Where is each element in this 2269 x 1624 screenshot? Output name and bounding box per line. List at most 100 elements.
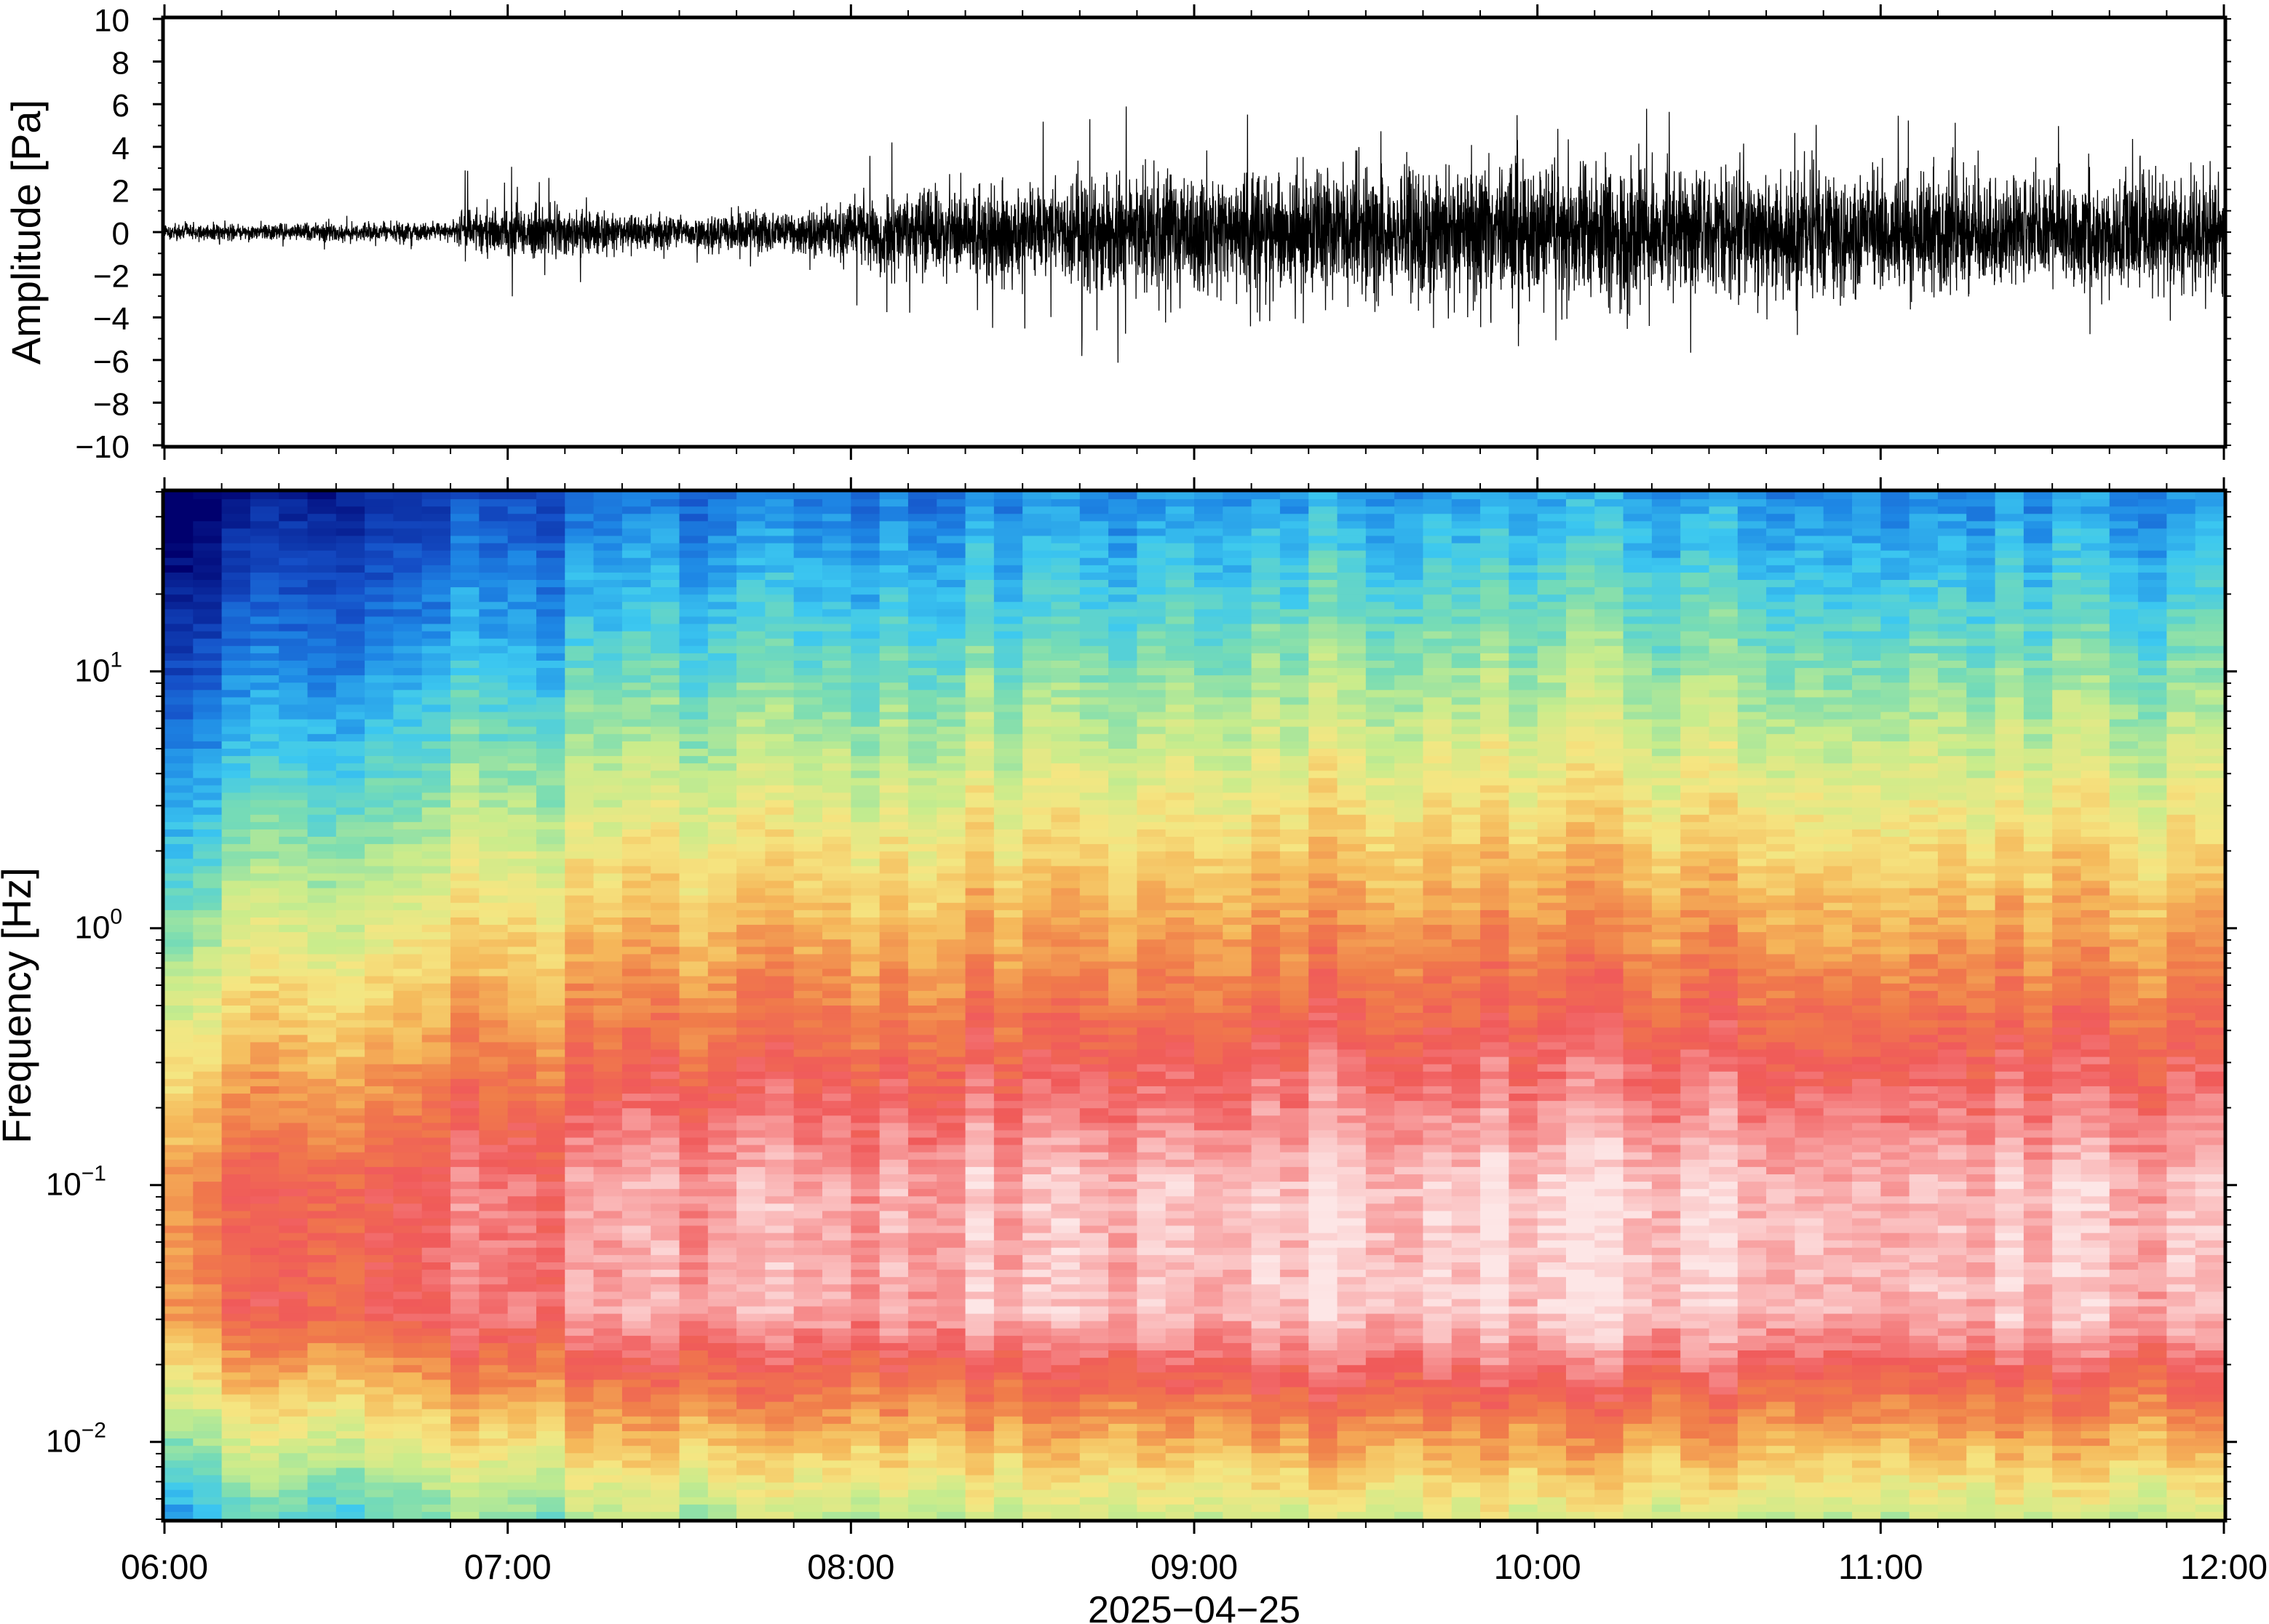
spectrogram-cell bbox=[393, 726, 423, 735]
spectrogram-cell bbox=[851, 851, 881, 860]
spectrogram-cell bbox=[479, 1328, 509, 1337]
spectrogram-cell bbox=[851, 1416, 881, 1425]
spectrogram-cell bbox=[335, 1247, 365, 1256]
spectrogram-cell bbox=[822, 1350, 852, 1358]
spectrogram-cell bbox=[193, 880, 223, 889]
spectrogram-cell bbox=[221, 1270, 251, 1278]
spectrogram-cell bbox=[164, 873, 194, 882]
spectrogram-cell bbox=[793, 792, 823, 801]
spectrogram-cell bbox=[507, 1270, 537, 1278]
spectrogram-cell bbox=[765, 1233, 795, 1241]
spectrogram-cell bbox=[793, 961, 823, 970]
spectrogram-cell bbox=[393, 1394, 423, 1403]
spectrogram-cell bbox=[421, 1291, 451, 1300]
spectrogram-cell bbox=[851, 587, 881, 595]
spectrogram-cell bbox=[221, 1166, 251, 1175]
spectrogram-cell bbox=[822, 557, 852, 566]
spectrogram-cell bbox=[793, 859, 823, 867]
spectrogram-cell bbox=[851, 1482, 881, 1491]
spectrogram-cell bbox=[1022, 1225, 1052, 1234]
spectrogram-cell bbox=[365, 543, 394, 552]
spectrogram-cell bbox=[965, 682, 995, 691]
spectrogram-cell bbox=[1108, 1159, 1138, 1168]
spectrogram-cell bbox=[507, 917, 537, 926]
spectrogram-cell bbox=[621, 1196, 651, 1205]
spectrogram-cell bbox=[1079, 1094, 1109, 1102]
spectrogram-cell bbox=[879, 1189, 909, 1198]
spectrogram-cell bbox=[1022, 947, 1052, 955]
spectrogram-cell bbox=[822, 602, 852, 610]
spectrogram-cell bbox=[193, 594, 223, 603]
spectrogram-cell bbox=[765, 1211, 795, 1219]
spectrogram-cell bbox=[822, 1108, 852, 1117]
spectrogram-cell bbox=[450, 1203, 480, 1212]
spectrogram-cell bbox=[907, 587, 938, 595]
spectrogram-cell bbox=[479, 741, 509, 749]
spectrogram-cell bbox=[450, 1166, 480, 1175]
spectrogram-cell bbox=[879, 1056, 909, 1065]
spectrogram-cell bbox=[621, 624, 651, 632]
spectrogram-cell bbox=[421, 983, 451, 992]
spectrogram-cell bbox=[193, 1078, 223, 1087]
spectrogram-cell bbox=[1079, 807, 1109, 816]
spectrogram-cell bbox=[937, 939, 966, 948]
spectrogram-cell bbox=[1051, 1416, 1081, 1425]
spectrogram-cell bbox=[421, 1218, 451, 1227]
spectrogram-cell bbox=[279, 704, 309, 713]
spectrogram-cell bbox=[536, 1071, 566, 1080]
spectrogram-cell bbox=[164, 1328, 194, 1337]
spectrogram-cell bbox=[593, 712, 623, 720]
spectrogram-cell bbox=[365, 726, 394, 735]
spectrogram-cell bbox=[651, 1056, 680, 1065]
spectrogram-cell bbox=[1022, 1152, 1052, 1161]
spectrogram-cell bbox=[993, 624, 1023, 632]
spectrogram-cell bbox=[1051, 1056, 1081, 1065]
spectrogram-cell bbox=[1079, 682, 1109, 691]
spectrogram-cell bbox=[993, 939, 1023, 948]
spectrogram-cell bbox=[1079, 778, 1109, 787]
spectrogram-cell bbox=[879, 668, 909, 676]
spectrogram-cell bbox=[736, 1218, 766, 1227]
spectrogram-cell bbox=[335, 1453, 365, 1462]
spectrogram-cell bbox=[993, 844, 1023, 852]
spectrogram-cell bbox=[193, 1189, 223, 1198]
spectrogram-cell bbox=[1108, 528, 1138, 537]
spectrogram-cell bbox=[507, 1497, 537, 1505]
spectrogram-cell bbox=[164, 1313, 194, 1322]
spectrogram-cell bbox=[1022, 763, 1052, 772]
spectrogram-cell bbox=[393, 690, 423, 698]
spectrogram-cell bbox=[707, 939, 737, 948]
spectrogram-cell bbox=[507, 1342, 537, 1351]
spectrogram-cell bbox=[993, 653, 1023, 661]
spectrogram-cell bbox=[651, 1335, 680, 1344]
spectrogram-cell bbox=[279, 1299, 309, 1307]
spectrogram-cell bbox=[793, 1035, 823, 1043]
spectrogram-cell bbox=[907, 1211, 938, 1219]
spectrogram-cell bbox=[736, 1225, 766, 1234]
spectrogram-cell bbox=[479, 821, 509, 830]
spectrogram-cell bbox=[536, 1115, 566, 1124]
spectrogram-cell bbox=[736, 514, 766, 522]
spectrogram-cell bbox=[765, 557, 795, 566]
spectrogram-cell bbox=[593, 1430, 623, 1439]
spectrogram-cell bbox=[679, 638, 709, 647]
spectrogram-cell bbox=[507, 1145, 537, 1153]
spectrogram-cell bbox=[393, 807, 423, 816]
spectrogram-cell bbox=[193, 749, 223, 757]
spectrogram-cell bbox=[651, 1468, 680, 1476]
spectrogram-cell bbox=[365, 778, 394, 787]
spectrogram-cell bbox=[1137, 814, 1167, 823]
spectrogram-cell bbox=[1022, 821, 1052, 830]
spectrogram-cell bbox=[279, 1233, 309, 1241]
spectrogram-cell bbox=[250, 844, 280, 852]
spectrogram-cell bbox=[507, 1225, 537, 1234]
spectrogram-cell bbox=[507, 1203, 537, 1212]
spectrogram-cell bbox=[736, 792, 766, 801]
spectrogram-cell bbox=[851, 1306, 881, 1315]
spectrogram-cell bbox=[993, 888, 1023, 896]
spectrogram-cell bbox=[221, 1409, 251, 1417]
spectrogram-cell bbox=[793, 638, 823, 647]
spectrogram-cell bbox=[193, 1254, 223, 1263]
spectrogram-cell bbox=[335, 1225, 365, 1234]
